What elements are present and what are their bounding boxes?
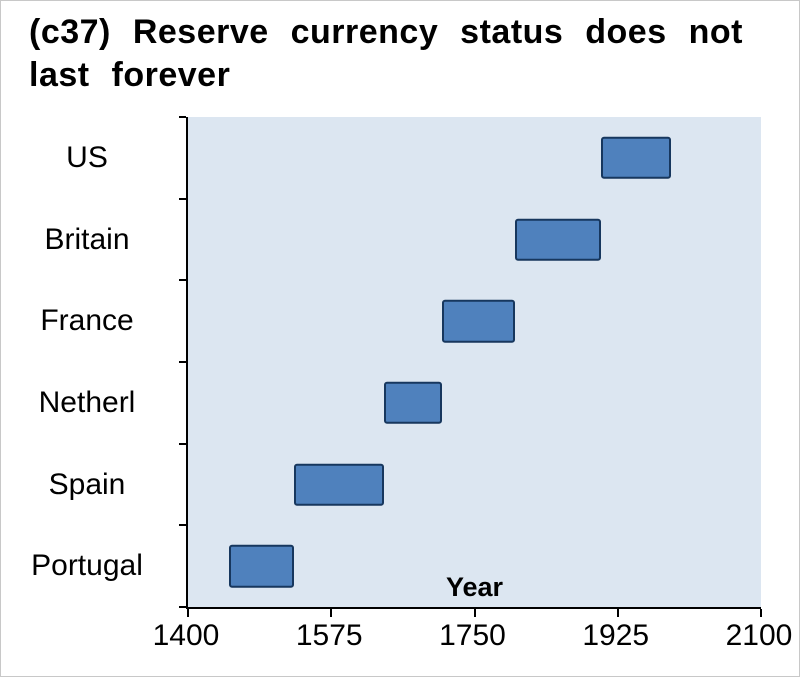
x-tick-label: 1575 xyxy=(295,619,363,652)
y-axis-tick xyxy=(179,197,186,200)
x-tick-label: 1750 xyxy=(439,619,506,652)
bar-row-netherl xyxy=(188,362,761,444)
x-axis-tick xyxy=(760,609,762,617)
x-axis-tick xyxy=(616,609,619,617)
bar-france xyxy=(441,299,516,343)
chart-title: (c37) Reserve currency status does not l… xyxy=(29,13,743,95)
category-label-france: France xyxy=(40,304,134,338)
x-axis-title: Year xyxy=(445,572,504,602)
category-label-spain: Spain xyxy=(48,467,126,501)
y-axis-tick xyxy=(179,442,186,445)
bar-row-france xyxy=(188,280,761,362)
y-axis-tick xyxy=(179,606,186,608)
x-tick-label: 2100 xyxy=(725,619,793,652)
x-axis-tick xyxy=(473,609,476,617)
bar-netherl xyxy=(384,381,442,425)
category-label-us: US xyxy=(66,140,108,174)
y-axis-tick xyxy=(179,279,186,282)
bar-spain xyxy=(294,463,385,506)
y-axis-tick xyxy=(179,361,186,363)
y-axis-tick xyxy=(179,524,186,527)
bar-britain xyxy=(515,218,602,261)
x-axis-tick xyxy=(330,609,333,617)
category-label-portugal: Portugal xyxy=(31,549,143,583)
x-axis-tick xyxy=(187,609,189,617)
category-label-netherl: Netherl xyxy=(38,385,136,419)
x-tick-label: 1925 xyxy=(582,619,650,652)
x-axis-tick-labels: 1400 1575 1750 1925 2100 xyxy=(153,619,793,659)
bar-portugal xyxy=(228,544,295,588)
category-label-britain: Britain xyxy=(44,222,130,256)
bar-us xyxy=(601,136,671,180)
y-axis-tick xyxy=(179,116,186,118)
plot-area: Year xyxy=(179,116,762,617)
bar-row-us xyxy=(188,117,761,199)
bar-row-britain xyxy=(188,199,761,281)
y-axis-labels: US Britain France Netherl Spain Portugal xyxy=(1,117,173,607)
bar-row-spain xyxy=(188,444,761,526)
x-tick-label: 1400 xyxy=(152,619,220,652)
bar-row-portugal xyxy=(188,525,761,607)
